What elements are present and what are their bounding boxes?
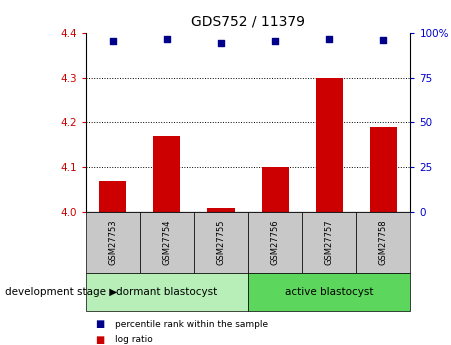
Text: GSM27755: GSM27755	[216, 220, 226, 265]
Point	[217, 40, 225, 46]
Text: GSM27754: GSM27754	[162, 220, 171, 265]
Text: active blastocyst: active blastocyst	[285, 287, 373, 296]
Text: percentile rank within the sample: percentile rank within the sample	[115, 320, 268, 329]
Bar	[153, 136, 180, 212]
Point	[380, 37, 387, 43]
Text: ■: ■	[95, 319, 104, 329]
Bar	[316, 78, 343, 212]
Point	[163, 36, 170, 42]
Bar	[262, 167, 289, 212]
Text: GSM27757: GSM27757	[325, 219, 334, 265]
Text: GSM27758: GSM27758	[379, 219, 388, 265]
Bar	[99, 181, 126, 212]
Text: development stage ▶: development stage ▶	[5, 287, 117, 296]
Text: dormant blastocyst: dormant blastocyst	[116, 287, 217, 296]
Point	[109, 38, 116, 43]
Text: GSM27756: GSM27756	[271, 219, 280, 265]
Text: ■: ■	[95, 335, 104, 345]
Text: log ratio: log ratio	[115, 335, 153, 344]
Bar	[370, 127, 397, 212]
Title: GDS752 / 11379: GDS752 / 11379	[191, 15, 305, 29]
Text: GSM27753: GSM27753	[108, 219, 117, 265]
Bar	[207, 208, 235, 212]
Point	[326, 36, 333, 41]
Point	[272, 38, 279, 43]
